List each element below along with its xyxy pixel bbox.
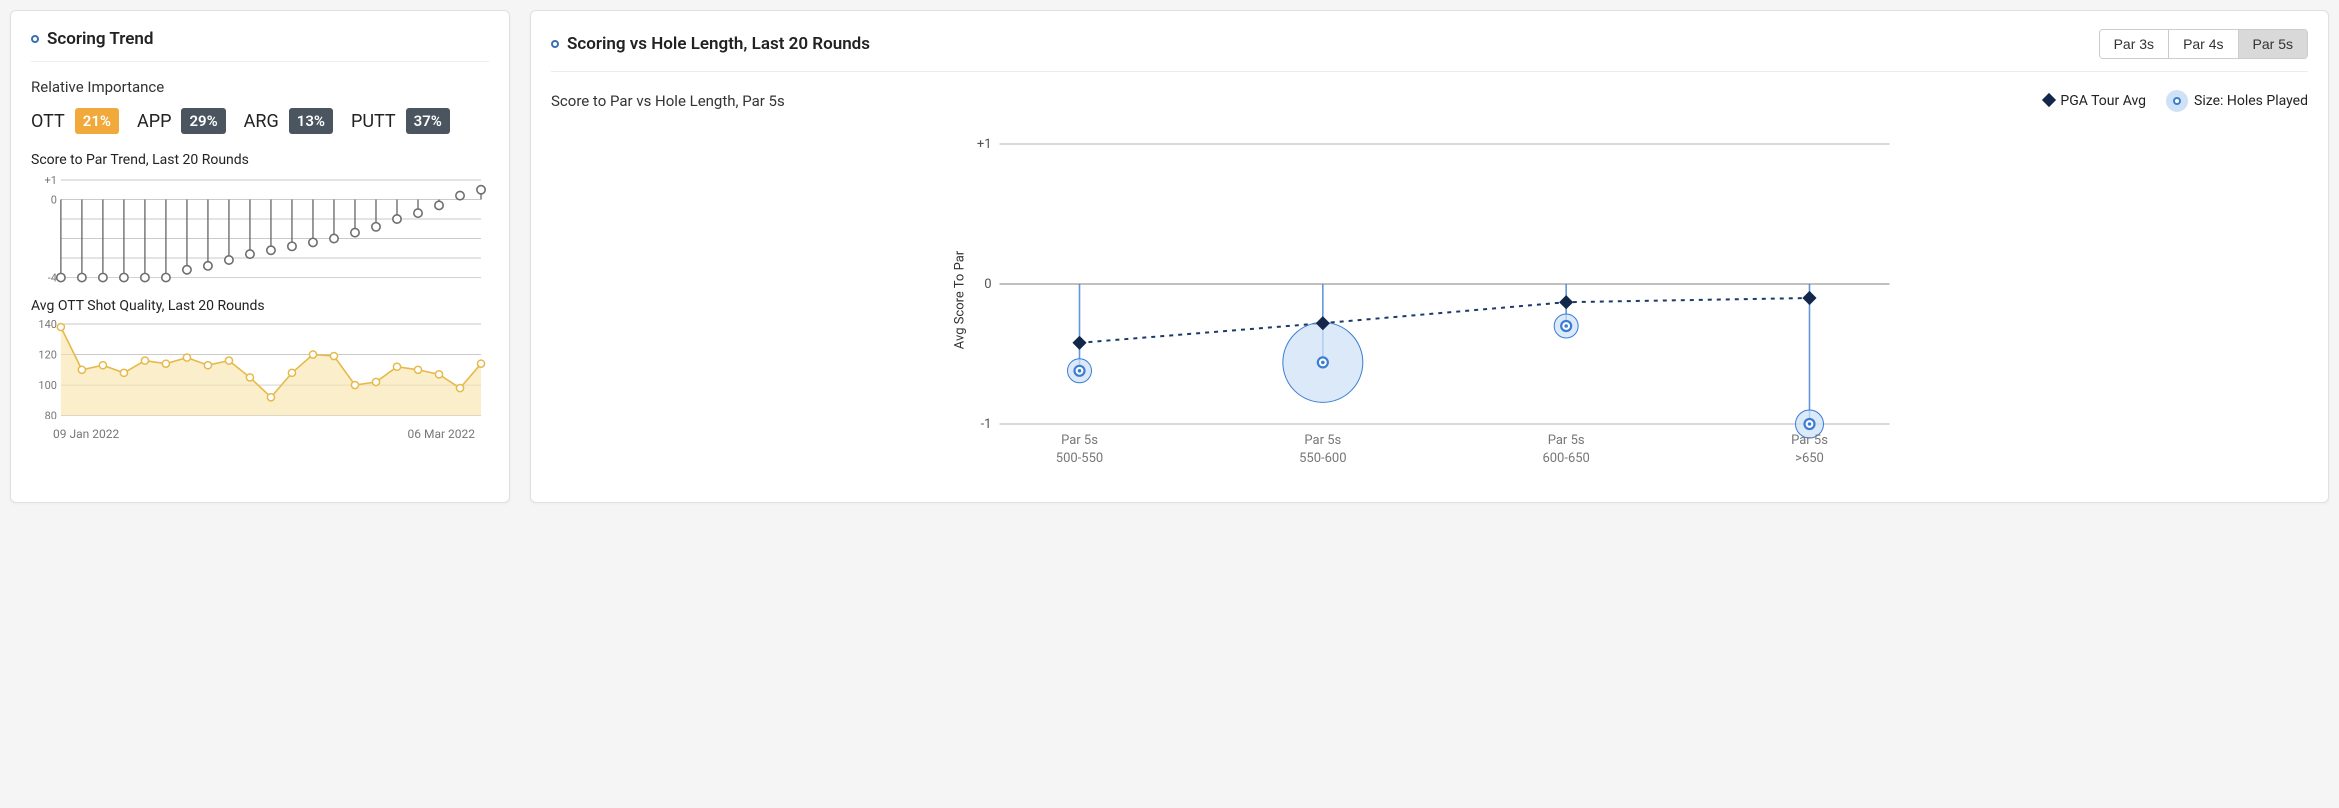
legend-pga: PGA Tour Avg bbox=[2044, 93, 2146, 109]
svg-text:>650: >650 bbox=[1795, 451, 1824, 466]
importance-row: OTT 21% APP 29% ARG 13% PUTT 37% bbox=[31, 108, 489, 134]
svg-text:+1: +1 bbox=[45, 174, 57, 187]
card-title-text: Scoring vs Hole Length, Last 20 Rounds bbox=[567, 34, 870, 54]
importance-label: OTT bbox=[31, 111, 65, 132]
scoring-vs-length-card: Scoring vs Hole Length, Last 20 Rounds P… bbox=[530, 10, 2329, 503]
importance-chip[interactable]: 29% bbox=[181, 108, 225, 134]
scoring-trend-card: Scoring Trend Relative Importance OTT 21%… bbox=[10, 10, 510, 503]
importance-chip[interactable]: 37% bbox=[406, 108, 450, 134]
importance-chip[interactable]: 21% bbox=[75, 108, 119, 134]
svg-text:+1: +1 bbox=[977, 137, 992, 152]
tab-par5s[interactable]: Par 5s bbox=[2238, 30, 2307, 58]
svg-text:-1: -1 bbox=[981, 417, 992, 432]
tab-par3s[interactable]: Par 3s bbox=[2100, 30, 2168, 58]
card-header: Scoring Trend bbox=[31, 29, 489, 62]
bullet-icon bbox=[551, 40, 559, 48]
bullet-icon bbox=[31, 35, 39, 43]
svg-text:Par 5s: Par 5s bbox=[1061, 433, 1098, 448]
svg-text:140: 140 bbox=[38, 320, 56, 331]
date-axis: 09 Jan 2022 06 Mar 2022 bbox=[31, 427, 489, 441]
importance-label: PUTT bbox=[351, 111, 396, 132]
score-vs-length-chart: +1 0 -1 Avg Score To Par Par 5s 500-550 Par 5s… bbox=[551, 120, 2308, 480]
svg-text:Avg Score To Par: Avg Score To Par bbox=[953, 250, 968, 349]
svg-text:0: 0 bbox=[984, 277, 991, 292]
date-end: 06 Mar 2022 bbox=[408, 427, 476, 441]
importance-label: ARG bbox=[244, 111, 279, 132]
ott-quality-chart: 140 120 100 80 bbox=[31, 320, 489, 420]
date-start: 09 Jan 2022 bbox=[53, 427, 119, 441]
svg-text:Par 5s: Par 5s bbox=[1791, 433, 1828, 448]
svg-text:500-550: 500-550 bbox=[1056, 451, 1103, 466]
svg-text:Par 5s: Par 5s bbox=[1304, 433, 1341, 448]
importance-label: APP bbox=[137, 111, 171, 132]
svg-text:600-650: 600-650 bbox=[1542, 451, 1589, 466]
svg-text:-4: -4 bbox=[48, 272, 57, 284]
bubble-icon bbox=[2166, 90, 2188, 112]
par-tabs: Par 3sPar 4sPar 5s bbox=[2099, 29, 2308, 59]
card-title-text: Scoring Trend bbox=[47, 29, 153, 49]
svg-text:100: 100 bbox=[38, 379, 56, 392]
score-trend-title: Score to Par Trend, Last 20 Rounds bbox=[31, 152, 489, 168]
chart-subtitle: Score to Par vs Hole Length, Par 5s bbox=[551, 92, 785, 110]
score-trend-chart: +1 0 -4 bbox=[31, 174, 489, 284]
svg-text:80: 80 bbox=[45, 409, 57, 419]
svg-text:120: 120 bbox=[38, 348, 56, 361]
tab-par4s[interactable]: Par 4s bbox=[2168, 30, 2237, 58]
ott-quality-title: Avg OTT Shot Quality, Last 20 Rounds bbox=[31, 298, 489, 314]
legend: PGA Tour Avg Size: Holes Played bbox=[2044, 90, 2308, 112]
svg-text:550-600: 550-600 bbox=[1299, 451, 1346, 466]
relative-importance-heading: Relative Importance bbox=[31, 78, 489, 96]
card-header: Scoring vs Hole Length, Last 20 Rounds P… bbox=[551, 29, 2308, 72]
svg-text:Par 5s: Par 5s bbox=[1548, 433, 1585, 448]
legend-size: Size: Holes Played bbox=[2166, 90, 2308, 112]
svg-text:0: 0 bbox=[51, 193, 57, 206]
diamond-icon bbox=[2042, 93, 2056, 107]
importance-chip[interactable]: 13% bbox=[289, 108, 333, 134]
